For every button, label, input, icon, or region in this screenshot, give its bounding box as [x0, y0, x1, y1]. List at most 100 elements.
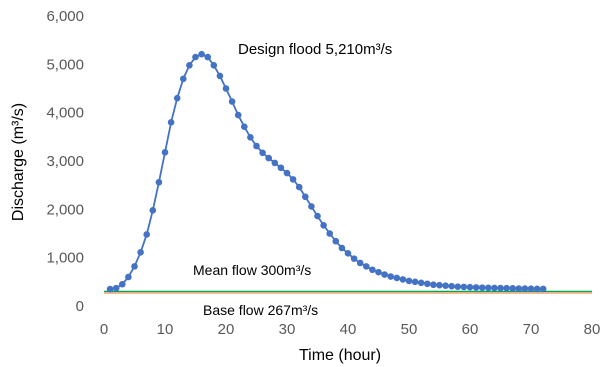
data-point — [131, 263, 138, 270]
data-point — [308, 203, 315, 210]
data-point — [119, 280, 126, 288]
data-point — [472, 284, 480, 291]
data-point — [509, 285, 516, 292]
data-point — [527, 285, 535, 292]
data-point — [186, 62, 193, 69]
data-point — [491, 284, 498, 292]
data-point — [314, 212, 321, 220]
data-point — [326, 230, 334, 237]
data-point — [424, 280, 431, 288]
hydrograph-polyline — [109, 53, 544, 290]
data-point — [161, 149, 169, 156]
data-point — [198, 50, 205, 58]
data-point — [497, 284, 504, 292]
data-point — [228, 98, 236, 105]
data-point — [454, 283, 462, 290]
y-tick-label: 2,000 — [46, 201, 84, 218]
y-tick-label: 0 — [76, 298, 84, 315]
x-tick-label: 40 — [340, 321, 357, 338]
data-point — [192, 53, 199, 61]
data-point — [387, 273, 395, 280]
data-point — [143, 231, 150, 238]
data-point — [234, 111, 242, 119]
mean-flow-label: Mean flow 300m³/s — [193, 262, 311, 278]
y-axis-title: Discharge (m³/s) — [10, 103, 27, 221]
data-point — [302, 193, 309, 201]
hydrograph-points — [106, 50, 547, 293]
data-point — [417, 279, 425, 287]
data-point — [167, 119, 175, 126]
data-point — [137, 249, 144, 256]
data-point — [405, 277, 413, 285]
data-point — [332, 237, 340, 245]
data-point — [180, 75, 187, 83]
data-point — [271, 159, 279, 167]
data-point — [411, 278, 419, 286]
data-point — [289, 176, 297, 183]
data-point — [295, 183, 303, 191]
data-point — [320, 221, 327, 229]
data-point — [503, 284, 510, 292]
y-tick-label: 3,000 — [46, 153, 84, 170]
data-point — [112, 284, 120, 292]
data-point — [210, 62, 218, 69]
data-point — [369, 266, 376, 274]
data-point — [350, 255, 358, 262]
x-tick-label: 30 — [279, 321, 296, 338]
hydrograph-line — [109, 53, 544, 290]
data-point — [259, 149, 266, 157]
y-tick-label: 4,000 — [46, 105, 84, 122]
data-point — [460, 283, 468, 291]
data-point — [393, 274, 401, 282]
x-tick-label: 50 — [401, 321, 418, 338]
data-point — [381, 271, 388, 278]
x-axis-title: Time (hour) — [299, 347, 381, 364]
x-tick-labels: 0 10 20 30 40 50 60 70 80 — [100, 321, 601, 338]
data-point — [521, 285, 529, 292]
data-point — [338, 244, 346, 252]
y-tick-label: 1,000 — [46, 250, 84, 267]
data-point — [283, 169, 291, 177]
base-flow-label: Base flow 267m³/s — [203, 302, 318, 318]
data-point — [436, 281, 443, 289]
data-point — [241, 123, 248, 130]
data-point — [430, 281, 437, 289]
y-tick-label: 6,000 — [46, 8, 84, 25]
data-point — [222, 85, 230, 92]
data-point — [485, 284, 492, 292]
x-tick-label: 70 — [523, 321, 540, 338]
design-flood-label: Design flood 5,210m³/s — [238, 41, 392, 58]
data-point — [539, 285, 547, 293]
data-point — [448, 282, 456, 290]
data-point — [533, 285, 541, 293]
data-point — [247, 134, 254, 141]
data-point — [466, 283, 474, 291]
y-tick-label: 5,000 — [46, 56, 84, 73]
data-point — [253, 142, 260, 150]
data-point — [149, 207, 157, 214]
x-tick-label: 20 — [218, 321, 235, 338]
data-point — [277, 164, 285, 172]
data-point — [125, 273, 132, 281]
data-point — [344, 250, 352, 257]
data-point — [399, 276, 407, 283]
data-point — [204, 53, 211, 61]
data-point — [106, 285, 114, 293]
base-flow-label-box — [186, 298, 332, 322]
design-flood-label-box — [226, 31, 440, 67]
x-tick-label: 0 — [100, 321, 108, 338]
reference-lines — [104, 290, 592, 294]
x-tick-label: 10 — [157, 321, 174, 338]
data-point — [478, 284, 486, 291]
data-point — [356, 259, 364, 267]
data-point — [515, 285, 523, 292]
x-tick-label: 80 — [584, 321, 601, 338]
data-point — [155, 178, 163, 186]
data-point — [173, 94, 181, 102]
data-point — [363, 263, 370, 270]
data-point — [265, 154, 273, 162]
data-point — [216, 72, 224, 80]
x-tick-label: 60 — [462, 321, 479, 338]
y-tick-labels: 0 1,000 2,000 3,000 4,000 5,000 6,000 — [46, 8, 84, 315]
